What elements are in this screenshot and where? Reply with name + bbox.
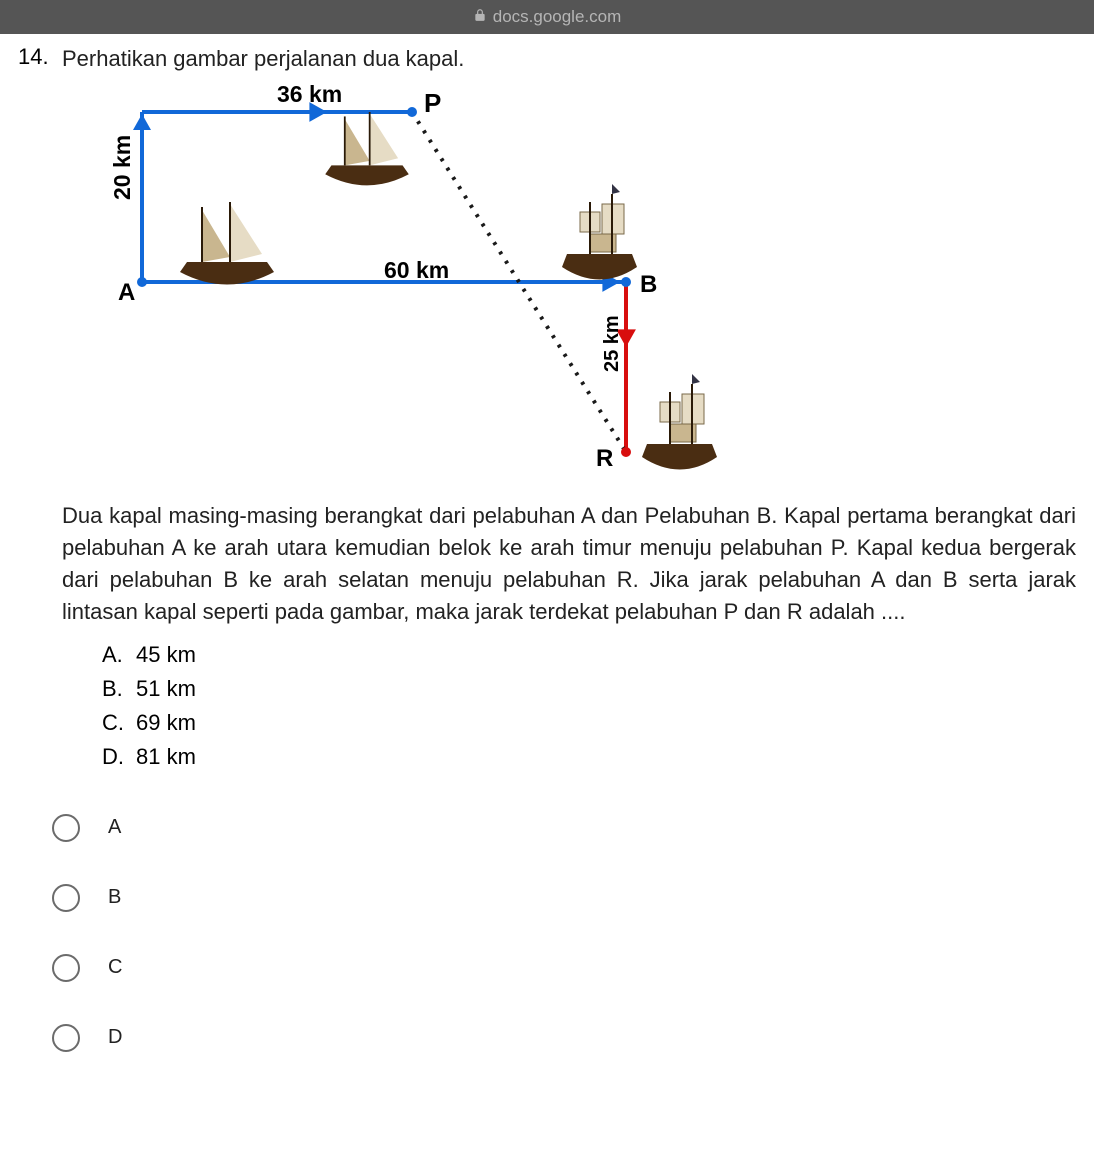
option-d: D. 81 km (102, 740, 1076, 774)
radio-label: C (108, 956, 122, 979)
diagram-svg: A P B R 36 km 20 km 60 km 25 km (102, 82, 742, 482)
browser-urlbar: docs.google.com (0, 0, 1094, 34)
radio-label: A (108, 816, 121, 839)
svg-text:P: P (424, 88, 441, 118)
url-text: docs.google.com (493, 7, 622, 27)
svg-text:60 km: 60 km (384, 257, 449, 283)
answer-options: A. 45 km B. 51 km C. 69 km D. 81 km (102, 638, 1076, 774)
option-c: C. 69 km (102, 706, 1076, 740)
radio-option-b[interactable]: B (52, 884, 1076, 912)
radio-option-c[interactable]: C (52, 954, 1076, 982)
question-number: 14. (18, 40, 62, 774)
radio-option-a[interactable]: A (52, 814, 1076, 842)
question-paragraph: Dua kapal masing-masing berangkat dari p… (62, 500, 1076, 628)
svg-text:A: A (118, 279, 135, 306)
svg-text:25 km: 25 km (601, 315, 623, 372)
radio-icon[interactable] (52, 1024, 80, 1052)
svg-text:R: R (596, 445, 613, 472)
question-prompt: Perhatikan gambar perjalanan dua kapal. (62, 46, 1076, 72)
radio-icon[interactable] (52, 954, 80, 982)
radio-group: A B C D (52, 814, 1076, 1052)
lock-icon (473, 7, 487, 27)
radio-option-d[interactable]: D (52, 1024, 1076, 1052)
radio-icon[interactable] (52, 814, 80, 842)
radio-label: B (108, 886, 121, 909)
radio-label: D (108, 1026, 122, 1049)
option-a: A. 45 km (102, 638, 1076, 672)
svg-text:20 km: 20 km (109, 135, 135, 200)
radio-icon[interactable] (52, 884, 80, 912)
svg-text:36 km: 36 km (277, 82, 342, 107)
option-b: B. 51 km (102, 672, 1076, 706)
diagram-container: A P B R 36 km 20 km 60 km 25 km (102, 82, 1076, 482)
svg-text:B: B (640, 271, 657, 298)
